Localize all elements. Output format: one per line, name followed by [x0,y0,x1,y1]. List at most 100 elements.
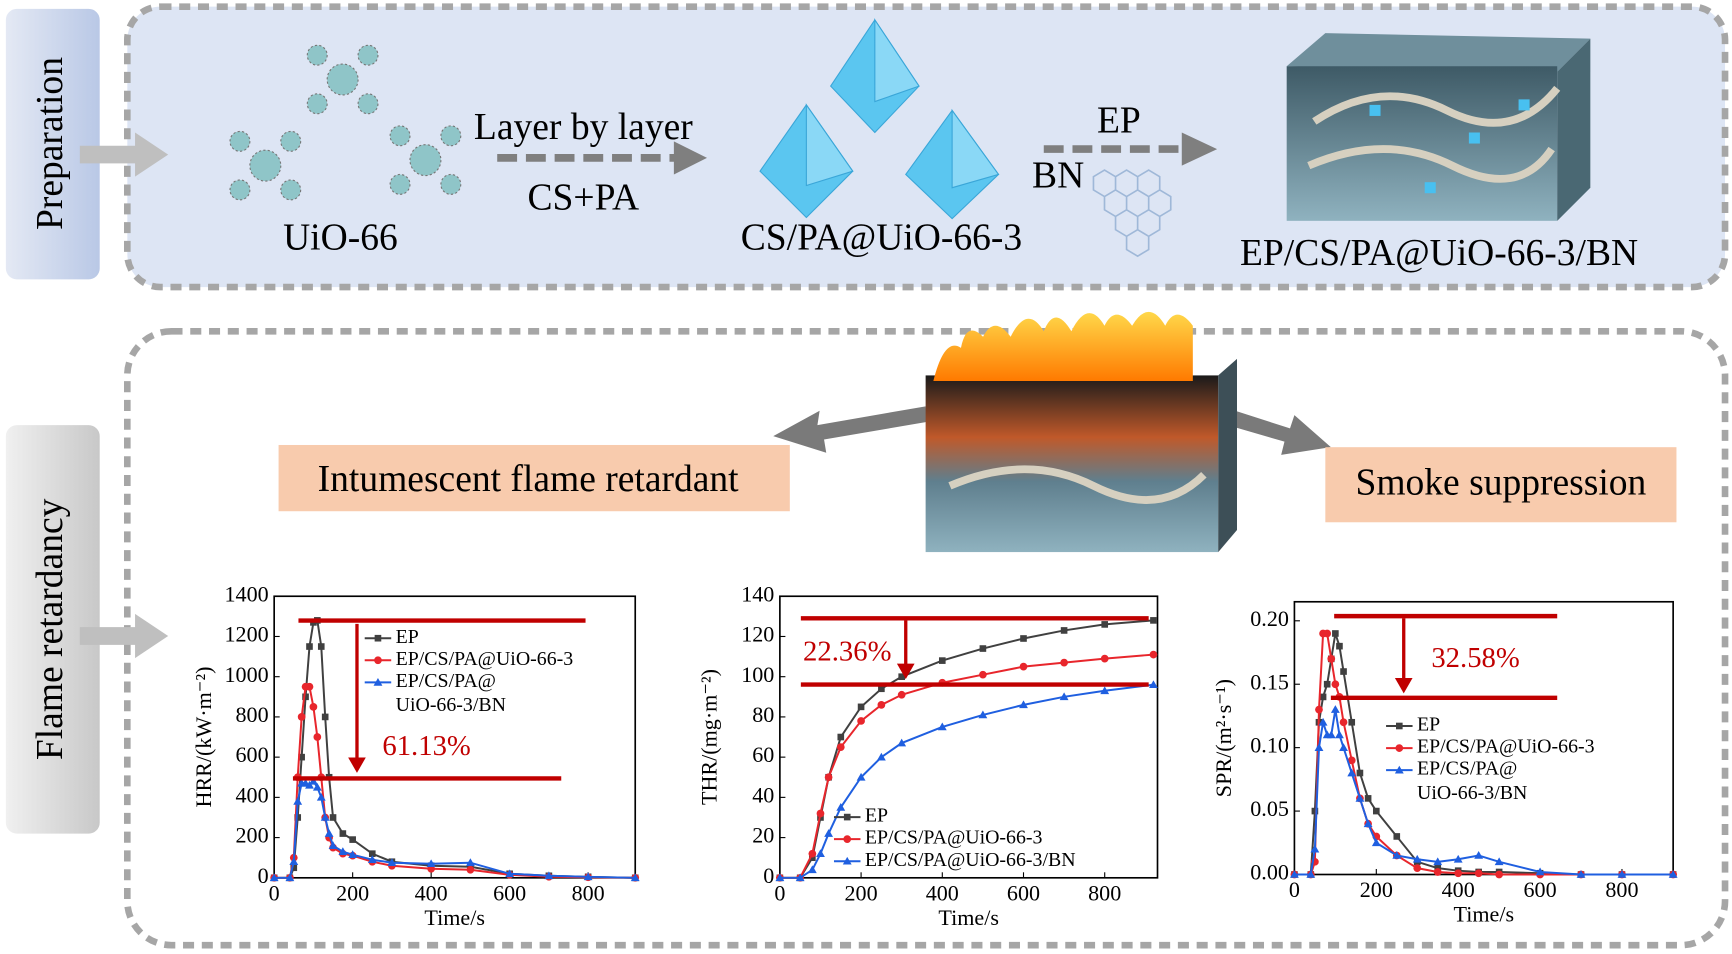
marker [1474,851,1484,859]
marker [466,865,475,874]
series-line [1294,709,1674,876]
marker [1100,654,1109,663]
legend-marker [1396,722,1403,730]
octahedra [759,18,1000,220]
side-tab [5,8,100,280]
legend-label: EP/CS/PA@ [1417,758,1517,780]
marker [809,854,816,862]
marker [1339,718,1348,727]
label: CS+PA [528,178,640,219]
marker [979,670,987,679]
label: BN [1032,155,1084,196]
marker [1535,867,1545,876]
label: Intumescent flame retardant [318,459,740,500]
marker [308,776,318,785]
legend-marker [1395,744,1404,752]
marker [775,873,785,882]
marker [302,693,309,701]
annotation: 22.36% [803,635,891,667]
y-tick-label: 0.10 [1250,733,1289,758]
legend-label: UiO-66-3/BN [396,694,506,716]
marker [1323,629,1332,638]
marker [807,865,817,874]
marker [1495,870,1503,879]
marker [938,657,946,664]
marker [1060,658,1068,667]
marker [978,710,988,719]
marker [1433,868,1442,876]
marker [1149,680,1158,689]
marker [285,873,295,882]
arrow [79,132,169,177]
y-tick-label: 400 [236,782,269,807]
marker [795,873,805,882]
annotation: 61.13% [382,730,470,762]
marker [1364,795,1372,802]
marker [836,803,846,811]
legend-label: EP/CS/PA@UiO-66-3 [396,648,574,670]
y-tick-label: 600 [236,742,269,767]
y-tick-label: 800 [236,702,269,727]
marker [836,743,845,751]
x-axis-label: Time/s [1454,902,1515,927]
y-axis-label: HRR/(kW·m⁻²) [191,667,216,808]
legend-marker [843,813,851,821]
marker [808,849,817,858]
x-tick-label: 0 [774,881,785,906]
marker [1617,870,1627,878]
x-axis-label: Time/s [424,905,485,930]
marker [367,855,377,864]
x-tick-label: 200 [845,881,878,906]
plot-frame [779,595,1159,879]
label: Layer by layer [474,107,693,148]
marker [1314,743,1324,751]
marker [338,847,348,855]
marker [317,643,325,650]
y-tick-label: 0 [258,863,269,888]
marker [1454,869,1463,878]
marker [856,772,866,781]
marker [1306,870,1316,878]
y-axis-label: SPR/(m²·s⁻¹) [1211,679,1236,797]
marker [1453,854,1463,863]
marker [1347,756,1356,765]
legend-label: EP/CS/PA@UiO-66-3/BN [865,849,1076,871]
side-label: Flame retardancy [30,498,71,760]
marker [1323,680,1331,688]
marker [1290,870,1299,878]
label: EP [1097,100,1141,141]
marker [1393,833,1401,840]
x-tick-label: 800 [1088,881,1121,906]
annotation-arrow-head [896,663,915,680]
marker [816,809,825,818]
marker [857,717,865,725]
legend-marker [374,656,382,665]
y-tick-label: 0.20 [1250,606,1289,631]
marker [857,703,865,711]
marker [1330,705,1340,713]
marker [1355,793,1365,802]
marker [824,829,834,837]
marker [368,850,376,857]
x-tick-label: 600 [1524,877,1557,902]
arrow-head [1181,132,1218,166]
y-tick-label: 100 [741,662,774,687]
marker [630,873,640,882]
marker [426,859,436,868]
arrow [773,406,928,453]
marker [1331,680,1340,689]
marker [1348,718,1356,726]
marker [1315,705,1323,714]
x-tick-label: 400 [415,881,448,906]
marker [897,690,906,699]
marker [348,850,358,858]
x-tick-label: 400 [926,881,959,906]
legend-marker [1394,765,1404,774]
x-axis-label: Time/s [938,905,999,930]
marker [1149,650,1158,659]
y-tick-label: 0 [763,863,774,888]
label: UiO-66 [283,217,398,258]
label: CS/PA@UiO-66-3 [741,217,1022,258]
marker [1372,807,1380,815]
y-axis-label: THR/(mg·m⁻²) [696,669,721,805]
